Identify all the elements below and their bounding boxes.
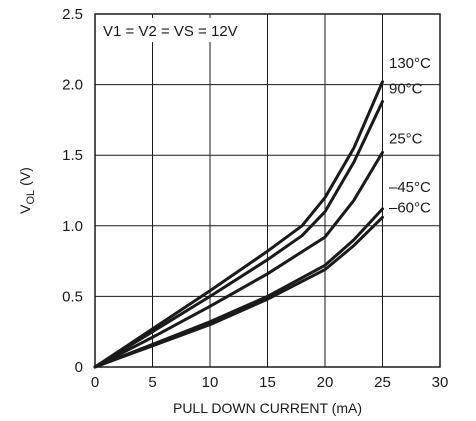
y-tick-label: 1.5 <box>62 147 83 164</box>
y-tick-label: 1.0 <box>62 218 83 235</box>
x-tick-label: 15 <box>259 374 276 391</box>
y-axis-label-main: V <box>17 204 33 214</box>
series-line <box>93 80 384 369</box>
x-tick-label: 25 <box>374 374 391 391</box>
x-tick-label: 5 <box>148 374 156 391</box>
x-tick-label: 30 <box>432 374 449 391</box>
series-label: –45°C <box>389 179 431 196</box>
x-tick-label: 10 <box>202 374 219 391</box>
y-axis-label-unit: (V) <box>17 167 33 186</box>
annotation: V1 = V2 = VS = 12V <box>103 23 238 40</box>
series-label: 130°C <box>389 55 431 72</box>
y-tick-label: 2.5 <box>62 6 83 23</box>
series-line <box>93 100 384 369</box>
series-labels: 130°C 90°C 25°C –45°C –60°C <box>389 55 431 217</box>
annotation-background <box>97 18 257 42</box>
x-tick-label: 20 <box>317 374 334 391</box>
y-tick-label: 0 <box>75 359 83 376</box>
y-tick-label: 0.5 <box>62 288 83 305</box>
y-axis-label-subscript: OL <box>25 190 37 205</box>
series-label: 25°C <box>389 130 423 147</box>
y-tick-labels: 0 0.5 1.0 1.5 2.0 2.5 <box>62 6 83 376</box>
x-tick-labels: 0 5 10 15 20 25 30 <box>91 374 449 391</box>
y-axis-label: VOL (V) <box>17 167 37 214</box>
plot-frame <box>94 13 441 368</box>
x-axis-label: PULL DOWN CURRENT (mA) <box>173 400 362 416</box>
x-tick-label: 0 <box>91 374 99 391</box>
series-label: 90°C <box>389 81 423 98</box>
series-label: –60°C <box>389 199 431 216</box>
series-lines <box>93 80 384 369</box>
y-tick-label: 2.0 <box>62 77 83 94</box>
series-line <box>93 215 384 369</box>
series-line <box>93 150 384 369</box>
